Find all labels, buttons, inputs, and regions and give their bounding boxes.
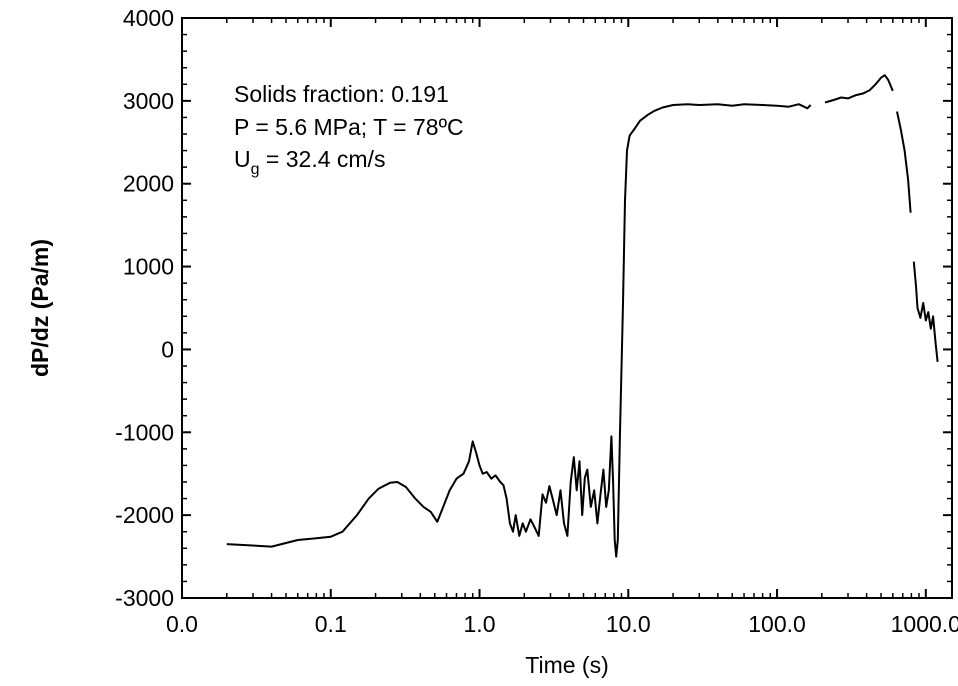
annotation-ug-value: = 32.4 cm/s — [260, 146, 386, 172]
y-tick-label: 0 — [161, 336, 174, 362]
y-axis-title: dP/dz (Pa/m) — [27, 239, 53, 377]
y-tick-label: 3000 — [123, 88, 174, 114]
annotation-solids-fraction: Solids fraction: 0.191 — [234, 81, 449, 107]
x-tick-label: 1000.0 — [891, 611, 958, 637]
annotation-gas-velocity: Ug = 32.4 cm/s — [234, 146, 385, 178]
annotation-ug-base: U — [234, 146, 251, 172]
y-tick-label: -3000 — [115, 585, 174, 611]
y-tick-labels: -3000 -2000 -1000 0 1000 2000 3000 4000 — [115, 5, 174, 611]
y-tick-label: 1000 — [123, 254, 174, 280]
x-tick-label: 10.0 — [606, 611, 651, 637]
annotation-pressure-temperature: P = 5.6 MPa; T = 78ºC — [234, 114, 464, 140]
series-line-segment — [824, 74, 894, 104]
y-tick-label: 2000 — [123, 171, 174, 197]
series-line-segment — [912, 261, 939, 363]
x-axis-title: Time (s) — [525, 652, 608, 678]
x-tick-label: 100.0 — [748, 611, 806, 637]
y-tick-label: -1000 — [115, 419, 174, 445]
annotation: Solids fraction: 0.191 P = 5.6 MPa; T = … — [234, 81, 464, 178]
axis-ticks — [181, 17, 952, 599]
plot-frame — [181, 17, 953, 599]
series-line-segment — [226, 103, 812, 558]
x-tick-label: 0.0 — [166, 611, 198, 637]
y-tick-label: -2000 — [115, 502, 174, 528]
y-tick-label: 4000 — [123, 5, 174, 31]
data-series — [226, 74, 939, 558]
x-tick-label: 1.0 — [464, 611, 496, 637]
series-line-segment — [896, 111, 912, 213]
annotation-ug-subscript: g — [251, 161, 260, 178]
x-tick-label: 0.1 — [315, 611, 347, 637]
x-tick-labels: 0.0 0.1 1.0 10.0 100.0 1000.0 — [166, 611, 958, 637]
